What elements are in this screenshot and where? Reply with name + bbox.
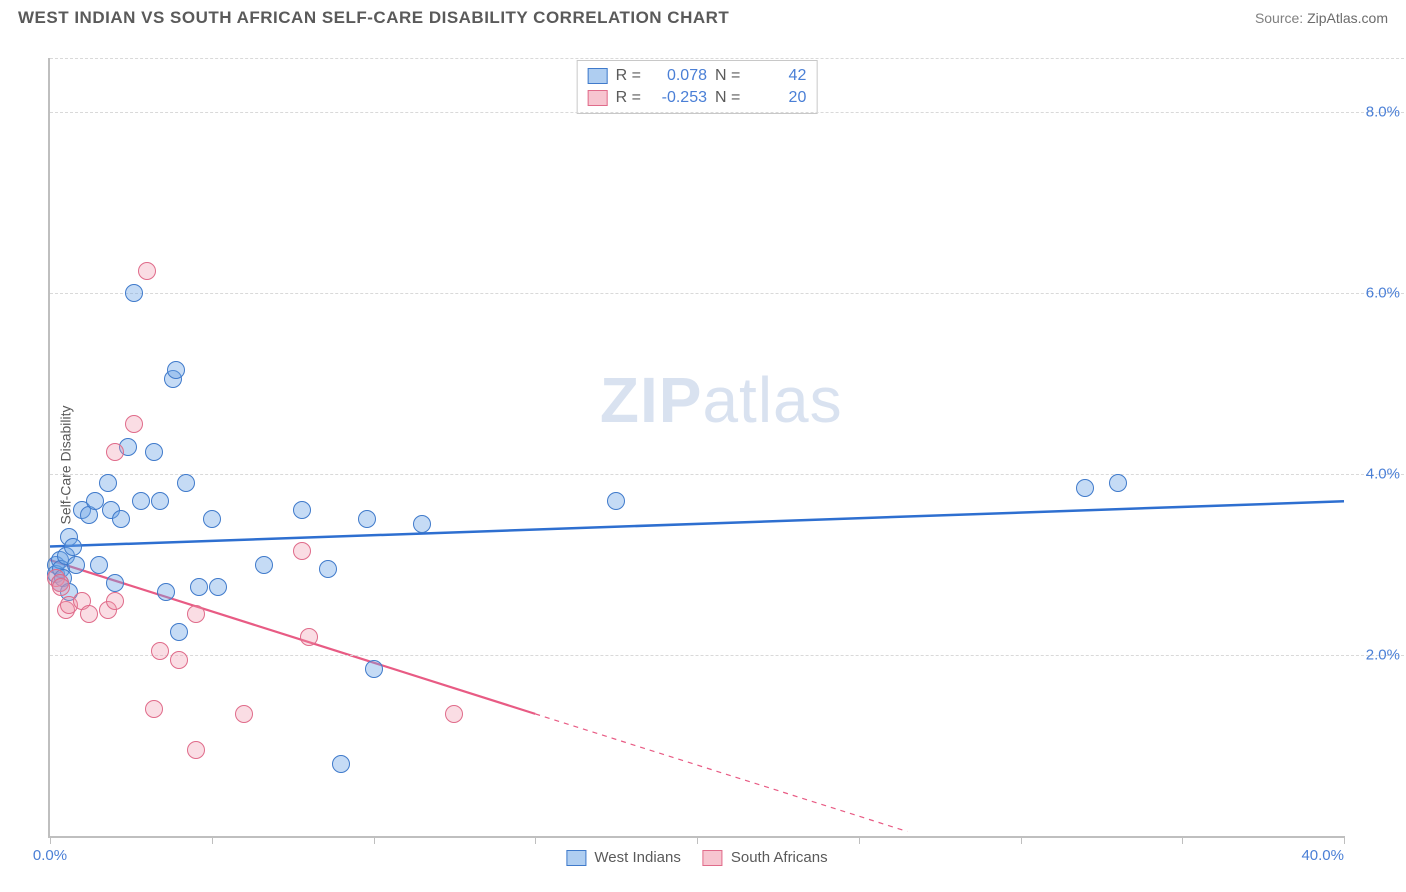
data-point [187, 605, 205, 623]
x-tick [697, 836, 698, 844]
swatch-blue [566, 850, 586, 866]
data-point [145, 443, 163, 461]
data-point [319, 560, 337, 578]
chart-title: WEST INDIAN VS SOUTH AFRICAN SELF-CARE D… [18, 8, 729, 28]
data-point [300, 628, 318, 646]
x-tick-label: 0.0% [33, 847, 67, 864]
n-label: N = [715, 87, 740, 109]
r-value: 0.078 [649, 65, 707, 87]
x-tick [50, 836, 51, 844]
data-point [167, 361, 185, 379]
data-point [170, 651, 188, 669]
data-point [99, 474, 117, 492]
data-point [86, 492, 104, 510]
data-point [106, 443, 124, 461]
data-point [112, 510, 130, 528]
data-point [293, 542, 311, 560]
n-value: 20 [748, 87, 806, 109]
data-point [151, 642, 169, 660]
gridline [50, 655, 1404, 656]
x-tick [374, 836, 375, 844]
data-point [52, 578, 70, 596]
plot-area: ZIPatlas R = 0.078 N = 42 R = -0.253 N =… [48, 58, 1344, 838]
data-point [235, 705, 253, 723]
legend-row: R = 0.078 N = 42 [588, 65, 807, 87]
data-point [64, 538, 82, 556]
swatch-blue [588, 68, 608, 84]
data-point [170, 623, 188, 641]
x-tick-label: 40.0% [1301, 847, 1344, 864]
data-point [1109, 474, 1127, 492]
data-point [157, 583, 175, 601]
data-point [132, 492, 150, 510]
gridline [50, 293, 1404, 294]
data-point [177, 474, 195, 492]
x-tick [535, 836, 536, 844]
data-point [80, 605, 98, 623]
r-value: -0.253 [649, 87, 707, 109]
data-point [255, 556, 273, 574]
watermark-zip: ZIP [600, 364, 703, 436]
legend-label: West Indians [594, 849, 680, 866]
gridline [50, 112, 1404, 113]
x-tick [1182, 836, 1183, 844]
data-point [293, 501, 311, 519]
source-label: Source: [1255, 10, 1303, 26]
data-point [125, 284, 143, 302]
gridline [50, 474, 1404, 475]
legend-series: West Indians South Africans [566, 849, 827, 866]
legend-label: South Africans [731, 849, 828, 866]
legend-stats: R = 0.078 N = 42 R = -0.253 N = 20 [577, 60, 818, 114]
data-point [145, 700, 163, 718]
x-tick [859, 836, 860, 844]
header: WEST INDIAN VS SOUTH AFRICAN SELF-CARE D… [0, 0, 1406, 32]
data-point [106, 592, 124, 610]
data-point [365, 660, 383, 678]
data-point [209, 578, 227, 596]
chart: Self-Care Disability ZIPatlas R = 0.078 … [0, 38, 1406, 892]
data-point [125, 415, 143, 433]
x-tick [1344, 836, 1345, 844]
y-tick-label: 6.0% [1366, 285, 1400, 302]
watermark-rest: atlas [702, 364, 842, 436]
source: Source: ZipAtlas.com [1255, 10, 1388, 26]
n-label: N = [715, 65, 740, 87]
data-point [203, 510, 221, 528]
n-value: 42 [748, 65, 806, 87]
x-tick [212, 836, 213, 844]
legend-row: R = -0.253 N = 20 [588, 87, 807, 109]
data-point [358, 510, 376, 528]
x-tick [1021, 836, 1022, 844]
data-point [187, 741, 205, 759]
swatch-pink [588, 90, 608, 106]
r-label: R = [616, 65, 641, 87]
data-point [445, 705, 463, 723]
gridline [50, 58, 1404, 59]
r-label: R = [616, 87, 641, 109]
data-point [151, 492, 169, 510]
swatch-pink [703, 850, 723, 866]
data-point [413, 515, 431, 533]
y-tick-label: 8.0% [1366, 104, 1400, 121]
data-point [138, 262, 156, 280]
data-point [106, 574, 124, 592]
data-point [1076, 479, 1094, 497]
data-point [607, 492, 625, 510]
data-point [332, 755, 350, 773]
source-link[interactable]: ZipAtlas.com [1307, 10, 1388, 26]
data-point [67, 556, 85, 574]
legend-item: South Africans [703, 849, 828, 866]
y-tick-label: 4.0% [1366, 466, 1400, 483]
data-point [190, 578, 208, 596]
watermark: ZIPatlas [600, 363, 843, 437]
y-tick-label: 2.0% [1366, 647, 1400, 664]
legend-item: West Indians [566, 849, 680, 866]
data-point [90, 556, 108, 574]
